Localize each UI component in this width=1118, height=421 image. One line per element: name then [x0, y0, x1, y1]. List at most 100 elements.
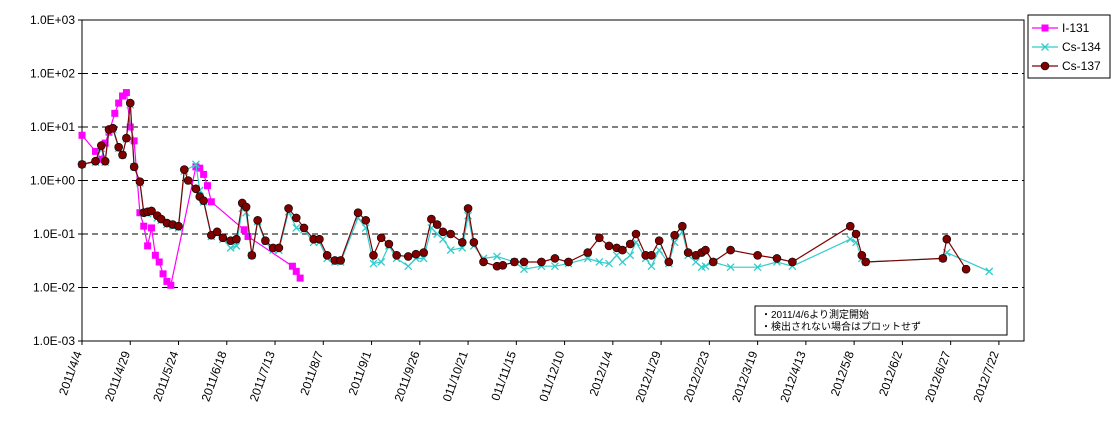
data-point	[510, 257, 519, 267]
data-point	[861, 257, 871, 267]
data-point	[403, 252, 413, 261]
data-point	[183, 176, 193, 185]
data-point	[291, 213, 301, 223]
data-point	[288, 262, 296, 270]
y-tick-label: 1.0E+02	[30, 67, 75, 81]
data-point	[845, 221, 855, 231]
data-point	[191, 160, 200, 169]
legend-entry: I-131	[1032, 21, 1090, 35]
y-tick-label: 1.0E-02	[33, 281, 75, 295]
data-point	[469, 237, 479, 247]
data-point	[369, 259, 378, 268]
data-point	[167, 281, 175, 289]
data-point	[180, 165, 189, 174]
data-point	[654, 236, 664, 245]
data-point	[604, 241, 614, 251]
data-point	[537, 257, 546, 267]
data-point	[520, 265, 529, 274]
y-axis: 1.0E+03 1.0E+02 1.0E+01 1.0E+00 1.0E-01 1.0E-…	[30, 13, 82, 348]
data-point	[130, 137, 138, 145]
data-point	[218, 233, 228, 243]
data-point	[114, 142, 123, 152]
data-point	[655, 246, 664, 255]
annotation-box: ・2011/4/6より測定開始 ・検出されない場合はプロットせず	[754, 305, 1008, 336]
data-point	[292, 223, 301, 232]
data-point	[119, 92, 127, 100]
data-point	[772, 254, 782, 263]
data-point	[618, 258, 627, 266]
data-point	[479, 257, 488, 267]
data-point	[961, 264, 971, 274]
data-point	[140, 222, 148, 230]
data-point	[595, 233, 604, 243]
y-tick-label: 1.0E+01	[30, 120, 75, 134]
data-point	[100, 156, 110, 166]
data-point	[78, 131, 86, 139]
data-point	[196, 164, 204, 172]
y-tick-label: 1.0E-03	[33, 334, 75, 348]
data-point	[77, 160, 87, 169]
data-point	[274, 243, 284, 253]
data-point	[446, 229, 455, 239]
legend: I-131 Cs-134 Cs-137	[1027, 14, 1111, 79]
legend-label: I-131	[1062, 21, 1090, 35]
annotation-line-2: ・検出されない場合はプロットせず	[761, 320, 921, 333]
data-point	[163, 277, 171, 285]
data-point	[159, 270, 167, 278]
data-point	[457, 237, 467, 247]
data-point	[135, 177, 145, 186]
data-point	[626, 251, 635, 260]
data-point	[336, 256, 345, 265]
data-point	[232, 234, 241, 244]
legend-entry: Cs-137	[1032, 59, 1101, 73]
data-point	[708, 257, 718, 267]
data-point	[155, 258, 163, 266]
legend-marker	[1041, 24, 1049, 32]
data-point	[91, 156, 100, 166]
data-point	[315, 234, 324, 244]
data-point	[851, 229, 861, 239]
data-point	[147, 224, 155, 232]
data-point	[361, 216, 371, 225]
data-point	[240, 226, 248, 234]
data-point	[369, 250, 378, 260]
data-point	[701, 262, 710, 271]
legend-marker	[1040, 61, 1050, 71]
data-point	[493, 252, 501, 261]
data-point	[101, 139, 109, 147]
data-point	[846, 235, 855, 244]
data-point	[126, 123, 134, 131]
data-point	[247, 250, 257, 260]
data-point	[353, 208, 363, 218]
data-point	[647, 262, 656, 271]
data-point	[284, 204, 293, 213]
data-point	[411, 249, 421, 259]
legend-label: Cs-137	[1062, 59, 1101, 73]
data-point	[432, 220, 442, 229]
data-point	[322, 250, 332, 260]
data-point	[404, 262, 413, 271]
data-point	[144, 242, 152, 250]
data-point	[122, 133, 131, 143]
data-point	[550, 254, 560, 263]
data-point	[583, 248, 593, 257]
data-point	[985, 267, 994, 276]
data-point	[377, 258, 386, 266]
data-point	[464, 211, 473, 220]
legend-entry: Cs-134	[1032, 40, 1101, 54]
y-tick-label: 1.0E-01	[33, 227, 75, 241]
data-point	[174, 221, 183, 231]
data-point	[550, 262, 559, 271]
data-point	[564, 257, 573, 267]
data-point	[253, 216, 262, 225]
legend-label: Cs-134	[1062, 40, 1101, 54]
data-point	[438, 227, 448, 237]
data-point	[427, 214, 436, 224]
data-point	[191, 184, 201, 194]
data-point	[147, 206, 156, 216]
data-point	[753, 250, 762, 260]
data-point	[226, 243, 235, 252]
data-point	[938, 254, 948, 263]
data-point	[612, 251, 621, 260]
data-point	[942, 234, 952, 244]
